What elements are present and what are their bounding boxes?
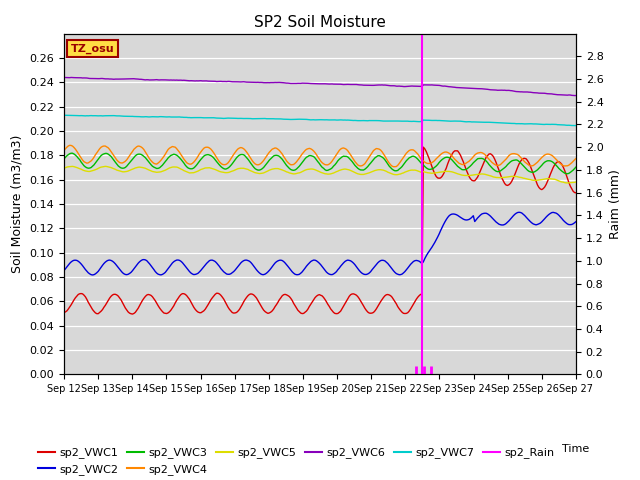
Y-axis label: Soil Moisture (m3/m3): Soil Moisture (m3/m3) xyxy=(11,135,24,273)
Text: Time: Time xyxy=(563,444,589,454)
Text: TZ_osu: TZ_osu xyxy=(70,44,115,54)
Title: SP2 Soil Moisture: SP2 Soil Moisture xyxy=(254,15,386,30)
Legend: sp2_VWC1, sp2_VWC2, sp2_VWC3, sp2_VWC4, sp2_VWC5, sp2_VWC6, sp2_VWC7, sp2_Rain: sp2_VWC1, sp2_VWC2, sp2_VWC3, sp2_VWC4, … xyxy=(34,443,559,479)
Y-axis label: Raim (mm): Raim (mm) xyxy=(609,169,622,239)
